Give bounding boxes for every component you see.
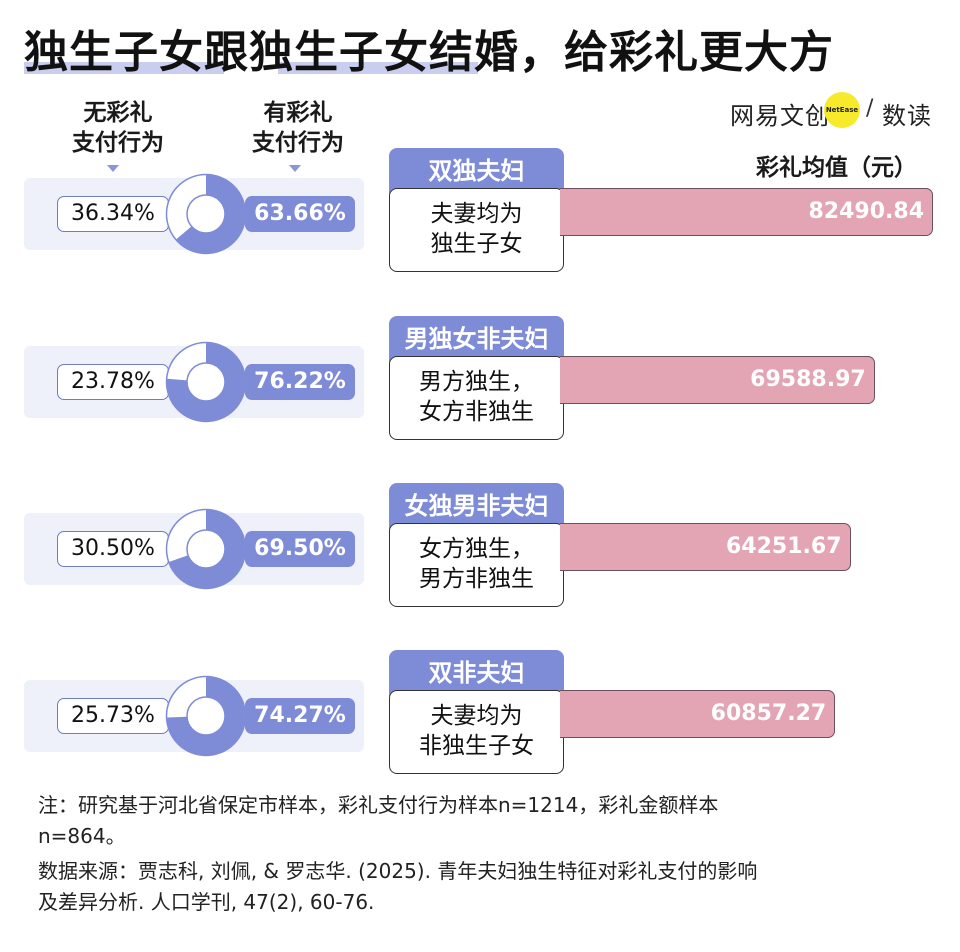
donut-hole — [186, 194, 226, 234]
with-gift-percent: 74.27% — [245, 698, 355, 734]
value-bar: 69588.97 — [560, 356, 875, 404]
donut-with-gift-slice — [167, 343, 245, 421]
donut-outline — [165, 173, 247, 255]
note-text: 注：研究基于河北省保定市样本，彩礼支付行为样本n=1214，彩礼金额样本 n=8… — [38, 790, 938, 852]
donut-outline — [165, 508, 247, 590]
donut-hole — [186, 362, 226, 402]
donut-hole — [186, 696, 226, 736]
category-label: 双独夫妇 — [389, 148, 564, 194]
source-line1: 数据来源：贾志科, 刘佩, & 罗志华. (2025). 青年夫妇独生特征对彩礼… — [38, 859, 758, 883]
page-title: 独生子女跟独生子女结婚，给彩礼更大方 — [24, 27, 834, 78]
value-bar: 64251.67 — [560, 523, 851, 571]
donut-with-gift-slice — [167, 677, 245, 755]
brand-name: 网易文创 — [730, 102, 830, 130]
category-label: 女独男非夫妇 — [389, 483, 564, 529]
category-label: 双非夫妇 — [389, 650, 564, 696]
value-label: 82490.84 — [808, 199, 924, 224]
note-line1: 注：研究基于河北省保定市样本，彩礼支付行为样本n=1214，彩礼金额样本 — [38, 793, 719, 817]
brand-slash: / — [866, 96, 874, 121]
header-with-gift: 有彩礼 支付行为 — [238, 98, 358, 158]
value-label: 60857.27 — [710, 701, 827, 726]
category-description: 夫妻均为 非独生子女 — [389, 690, 564, 774]
value-label: 69588.97 — [750, 367, 866, 392]
header-no-gift: 无彩礼 支付行为 — [58, 98, 178, 158]
no-gift-percent: 25.73% — [57, 698, 169, 734]
with-gift-percent: 69.50% — [245, 531, 355, 567]
header-no-gift-line1: 无彩礼 — [83, 100, 153, 126]
arrow-no-gift — [107, 165, 119, 172]
description-line2: 女方非独生 — [419, 399, 534, 425]
description-line2: 非独生子女 — [419, 733, 534, 759]
netease-badge: NetEase — [824, 92, 860, 128]
donut-with-gift-slice — [167, 175, 245, 253]
with-gift-percent: 76.22% — [245, 364, 355, 400]
header-mean-value: 彩礼均值（元） — [756, 155, 917, 181]
value-bar: 82490.84 — [560, 188, 933, 236]
category-label: 男独女非夫妇 — [389, 316, 564, 362]
donut-hole — [186, 529, 226, 569]
source-line2: 及差异分析. 人口学刊, 47(2), 60-76. — [38, 890, 375, 914]
value-label: 64251.67 — [725, 534, 842, 559]
description-line2: 男方非独生 — [419, 566, 534, 592]
no-gift-percent: 23.78% — [57, 364, 169, 400]
description-line1: 男方独生， — [419, 369, 534, 395]
description-line1: 夫妻均为 — [430, 703, 523, 729]
description-line2: 独生子女 — [430, 231, 523, 257]
value-bar: 60857.27 — [560, 690, 836, 738]
header-with-gift-line2: 支付行为 — [252, 130, 344, 156]
title-highlight-1 — [24, 62, 224, 74]
donut-outline — [165, 341, 247, 423]
with-gift-percent: 63.66% — [245, 196, 355, 232]
donut-chart — [165, 173, 247, 255]
title-highlight-2 — [278, 62, 478, 74]
no-gift-percent: 30.50% — [57, 531, 169, 567]
header-no-gift-line2: 支付行为 — [72, 130, 164, 156]
donut-with-gift-slice — [167, 510, 245, 588]
donut-chart — [165, 508, 247, 590]
arrow-with-gift — [289, 165, 301, 172]
donut-outline — [165, 675, 247, 757]
header-with-gift-line1: 有彩礼 — [263, 100, 333, 126]
donut-chart — [165, 341, 247, 423]
category-description: 夫妻均为 独生子女 — [389, 188, 564, 272]
note-line2: n=864。 — [38, 824, 126, 848]
source-text: 数据来源：贾志科, 刘佩, & 罗志华. (2025). 青年夫妇独生特征对彩礼… — [38, 856, 938, 918]
description-line1: 夫妻均为 — [430, 201, 523, 227]
category-description: 女方独生， 男方非独生 — [389, 523, 564, 607]
description-line1: 女方独生， — [419, 536, 534, 562]
brand-logo: 网易文创 NetEase / 数读 — [730, 92, 940, 132]
category-description: 男方独生， 女方非独生 — [389, 356, 564, 440]
title-area: 独生子女跟独生子女结婚，给彩礼更大方 — [24, 12, 944, 78]
no-gift-percent: 36.34% — [57, 196, 169, 232]
donut-chart — [165, 675, 247, 757]
brand-sub: 数读 — [882, 102, 932, 130]
